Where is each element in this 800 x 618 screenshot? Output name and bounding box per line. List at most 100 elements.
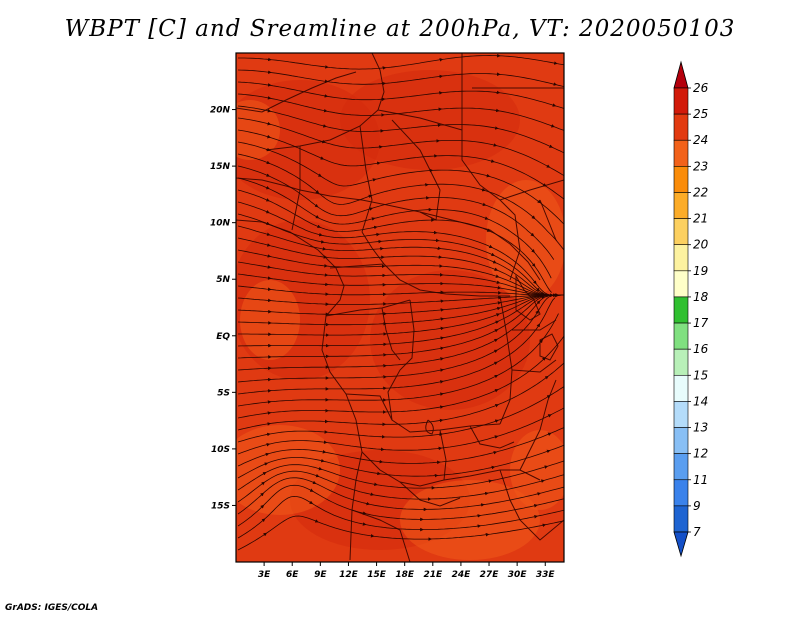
streamline-segment [539,486,564,494]
streamline-segment [385,336,445,345]
streamline-segment [269,289,329,296]
y-tick-label: 5N [216,275,230,285]
streamline-segment [263,470,320,484]
streamline-segment [269,84,329,98]
streamline-segment [546,362,564,378]
streamline-segment [237,273,272,280]
streamline-segment [495,432,552,453]
streamline-segment [442,291,502,295]
streamline-segment [496,295,546,331]
streamline-segment [422,514,482,520]
streamline-segment [237,225,271,236]
x-tick-label: 3E [258,570,271,580]
streamline-segment [269,398,330,403]
colorbar-label: 23 [693,159,708,173]
streamline-segment [537,294,563,312]
y-tick-label: EQ [216,332,230,342]
streamline-segment [441,403,499,421]
streamline-segment [378,230,438,235]
streamline-segment [237,129,271,139]
colorbar-swatch [673,270,689,298]
colorbar-label: 20 [693,238,709,252]
streamline-segment [541,313,559,341]
streamline-segment [237,213,271,226]
streamline-segment [269,136,325,160]
streamline-segment [327,353,387,357]
colorbar-bottom-arrow [673,531,689,558]
streamline-segment [237,309,272,314]
streamline-segment [544,520,564,526]
streamline-segment [268,234,327,251]
streamline-segment [479,514,538,527]
streamline-segment [554,105,564,109]
streamline-segment [553,126,564,131]
streamline-segment [373,207,433,219]
streamline-segment [372,535,432,541]
streamline-segment [384,273,444,277]
streamline-segment [438,140,498,147]
x-tick-label: 9E [314,570,327,580]
streamline-segment [368,503,428,512]
streamline-segment [442,301,502,311]
streamline-segment [380,139,440,148]
streamline-segment [442,283,502,290]
streamline-segment [325,125,385,133]
streamline-segment [439,248,497,264]
streamline-segment [384,290,445,295]
colorbar-label: 22 [693,185,708,199]
streamline-segment [429,491,489,500]
streamline-segment [486,218,535,253]
streamline-segment [237,141,271,152]
streamline-segment [314,482,371,506]
streamline-segment [320,468,378,487]
streamline-segment [325,442,385,452]
temperature-field [236,53,564,562]
streamline-segment [385,308,445,315]
streamline-segment [237,366,272,371]
colorbar-top-arrow [673,60,689,89]
country-borders [236,53,564,562]
streamline-segment [441,72,501,77]
streamline-segment [269,72,329,84]
streamline-segment [488,230,536,268]
streamline-segment [539,201,564,224]
streamline-segment [441,265,500,278]
streamline-segment [237,518,266,539]
streamline-segment [237,261,272,269]
streamline-segment [482,492,542,506]
streamline-segment [269,311,330,317]
streamline-segment [268,175,319,208]
streamline-segment [430,209,489,220]
streamline-segment [376,484,436,490]
streamline-segment [237,189,270,202]
streamline-segment [442,338,498,359]
streamline-segment [497,293,550,322]
streamline-segment [548,166,564,177]
streamline-segment [494,262,545,295]
streamline-segment [269,365,330,369]
streamline-segment [437,240,495,257]
streamline-segment [385,368,444,378]
streamline-segment [237,400,272,407]
streamline-segment [496,300,541,341]
streamline-segment [442,320,500,339]
y-tick-label: 15S [211,501,230,511]
streamline-segment [544,185,564,200]
streamline-segment [316,205,374,217]
streamline-segment [483,189,536,220]
streamline-segment [326,66,387,70]
streamline-segment [380,238,440,243]
streamline-segment [269,354,330,359]
streamline-segment [269,419,329,424]
colorbar-label: 9 [693,499,701,513]
colorbar-swatch [673,139,689,167]
streamline-segment [484,204,535,237]
streamline-segment [269,277,329,287]
streamline-segment [430,532,490,540]
streamline-segment [324,451,384,464]
streamline-segment [265,515,319,535]
streamline-segment [237,411,272,419]
streamline-segment [268,440,328,445]
streamline-segment [364,524,424,532]
streamline-segment [237,93,272,100]
